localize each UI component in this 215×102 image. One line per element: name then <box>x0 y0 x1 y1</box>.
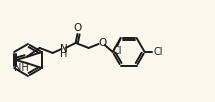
Text: Cl: Cl <box>154 47 163 57</box>
Text: O: O <box>74 23 82 33</box>
Text: NH: NH <box>14 63 29 73</box>
Text: N: N <box>60 44 68 54</box>
Text: Cl: Cl <box>113 46 122 56</box>
Text: O: O <box>98 38 107 48</box>
Text: H: H <box>60 49 67 59</box>
